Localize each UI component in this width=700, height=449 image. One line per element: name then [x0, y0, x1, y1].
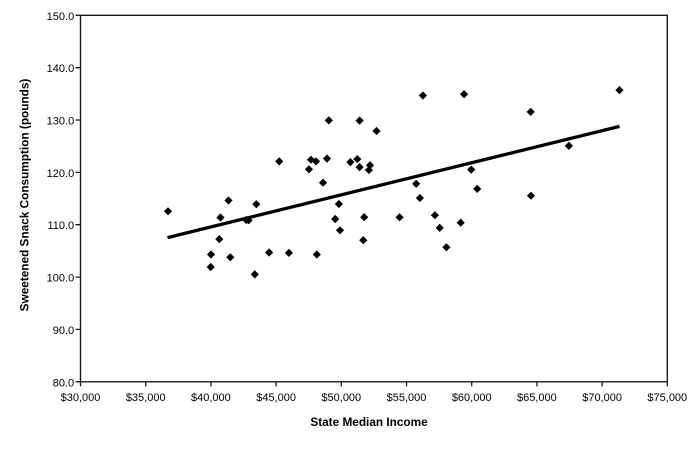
- svg-text:100.0: 100.0: [47, 273, 75, 285]
- svg-text:$35,000: $35,000: [126, 392, 166, 404]
- svg-text:130.0: 130.0: [47, 116, 75, 128]
- svg-text:$30,000: $30,000: [61, 392, 101, 404]
- svg-text:$50,000: $50,000: [321, 392, 361, 404]
- svg-text:120.0: 120.0: [47, 168, 75, 180]
- svg-text:$45,000: $45,000: [256, 392, 296, 404]
- svg-text:Sweetened Snack Consumption (p: Sweetened Snack Consumption (pounds): [18, 79, 32, 312]
- svg-text:$60,000: $60,000: [452, 392, 492, 404]
- svg-text:$65,000: $65,000: [517, 392, 557, 404]
- svg-text:90.0: 90.0: [53, 325, 74, 337]
- svg-text:$40,000: $40,000: [191, 392, 231, 404]
- svg-text:State Median Income: State Median Income: [310, 415, 428, 429]
- svg-text:110.0: 110.0: [47, 220, 74, 232]
- svg-text:$55,000: $55,000: [387, 392, 427, 404]
- svg-text:150.0: 150.0: [47, 11, 75, 23]
- svg-text:80.0: 80.0: [53, 377, 74, 389]
- svg-text:$70,000: $70,000: [582, 392, 622, 404]
- svg-text:140.0: 140.0: [47, 63, 75, 75]
- svg-text:$75,000: $75,000: [647, 392, 687, 404]
